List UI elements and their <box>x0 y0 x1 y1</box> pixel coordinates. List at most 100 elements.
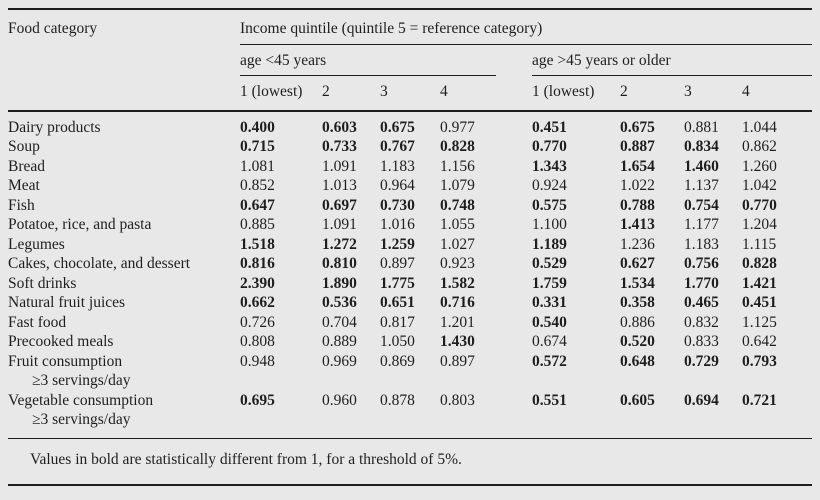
column-gap <box>496 254 532 274</box>
value-cell: 1.259 <box>380 235 415 253</box>
value-cell: 0.648 <box>620 352 655 370</box>
value-cell: 1.016 <box>380 216 415 233</box>
food-category-sublabel: ≥3 servings/day <box>32 411 131 428</box>
value-cell: 1.582 <box>440 274 475 292</box>
value-cell: 0.770 <box>742 196 777 214</box>
table-row: Potatoe, rice, and pasta 0.885 1.091 1.016 1… <box>8 215 812 235</box>
value-cell: 1.460 <box>684 157 719 175</box>
table-row: Fast food 0.726 0.704 0.817 1.201 0.540 0.886 0… <box>8 313 812 333</box>
value-cell: 0.695 <box>240 391 275 409</box>
value-cell: 0.878 <box>380 391 415 409</box>
value-cell: 0.715 <box>240 138 275 155</box>
column-gap <box>496 196 532 216</box>
value-cell: 0.885 <box>240 216 275 233</box>
income-quintile-header: Income quintile (quintile 5 = reference … <box>240 9 813 45</box>
value-cell: 0.960 <box>322 391 357 409</box>
value-cell: 0.834 <box>684 138 719 155</box>
food-category-cell: Potatoe, rice, and pasta <box>8 215 240 235</box>
food-category-label: Legumes <box>8 235 65 253</box>
value-cell: 0.817 <box>380 313 415 331</box>
value-cell: 1.770 <box>684 274 719 292</box>
value-cell: 1.156 <box>440 157 475 175</box>
food-category-cell: Soft drinks <box>8 274 240 294</box>
value-cell: 1.183 <box>380 157 415 175</box>
value-cell: 0.810 <box>322 255 357 272</box>
value-cell: 0.833 <box>684 333 719 350</box>
value-cell: 0.977 <box>440 118 475 136</box>
value-cell: 0.881 <box>684 118 719 136</box>
value-cell: 0.754 <box>684 196 719 214</box>
value-cell: 0.832 <box>684 313 719 331</box>
value-cell: 0.969 <box>322 352 357 370</box>
value-cell: 1.534 <box>620 274 655 292</box>
column-gap <box>496 391 532 439</box>
table-row: Legumes 1.518 1.272 1.259 1.027 1.189 1.236 1.1… <box>8 235 812 255</box>
column-gap <box>496 215 532 235</box>
results-table: Food category Income quintile (quintile … <box>8 8 813 439</box>
value-cell: 0.572 <box>532 352 567 370</box>
value-cell: 0.662 <box>240 294 275 311</box>
value-cell: 1.125 <box>742 313 777 331</box>
value-cell: 0.704 <box>322 313 357 331</box>
value-cell: 0.756 <box>684 255 719 272</box>
value-cell: 0.889 <box>322 333 357 350</box>
value-cell: 0.788 <box>620 196 655 214</box>
table-row: Bread 1.081 1.091 1.183 1.156 1.343 1.654 1.460… <box>8 157 812 177</box>
value-cell: 1.013 <box>322 177 357 194</box>
header-row-1: Food category Income quintile (quintile … <box>8 9 813 112</box>
value-cell: 0.451 <box>532 118 567 136</box>
food-category-label: Precooked meals <box>8 333 114 350</box>
column-header-q2-under45: 2 <box>322 75 380 112</box>
food-category-header: Food category <box>8 9 240 112</box>
value-cell: 0.605 <box>620 391 655 409</box>
value-cell: 0.451 <box>742 294 777 311</box>
value-cell: 1.091 <box>322 216 357 233</box>
column-gap <box>496 235 532 255</box>
food-category-label: Soup <box>8 138 40 155</box>
value-cell: 1.236 <box>620 235 655 253</box>
value-cell: 1.055 <box>440 216 475 233</box>
table-row: Natural fruit juices 0.662 0.536 0.651 0.716… <box>8 293 812 313</box>
food-category-cell: Cakes, chocolate, and dessert <box>8 254 240 274</box>
food-category-cell: Fish <box>8 196 240 216</box>
value-cell: 0.793 <box>742 352 777 370</box>
column-header-q1-over45: 1 (lowest) <box>532 75 620 112</box>
value-cell: 0.852 <box>240 177 275 194</box>
value-cell: 0.748 <box>440 196 475 214</box>
value-cell: 0.897 <box>380 255 415 272</box>
value-cell: 0.331 <box>532 294 567 311</box>
value-cell: 2.390 <box>240 274 275 292</box>
value-cell: 0.828 <box>440 138 475 155</box>
value-cell: 0.647 <box>240 196 275 214</box>
value-cell: 0.675 <box>380 118 415 136</box>
table-row: Precooked meals 0.808 0.889 1.050 1.430 0.674… <box>8 332 812 352</box>
value-cell: 0.675 <box>620 118 655 136</box>
value-cell: 0.575 <box>532 196 567 214</box>
value-cell: 1.343 <box>532 157 567 175</box>
column-header-q2-over45: 2 <box>620 75 684 112</box>
value-cell: 0.551 <box>532 391 567 409</box>
value-cell: 0.887 <box>620 138 655 155</box>
value-cell: 1.177 <box>684 216 719 233</box>
table-header: Food category Income quintile (quintile … <box>8 9 813 112</box>
value-cell: 1.137 <box>684 177 719 194</box>
food-category-cell: Meat <box>8 176 240 196</box>
value-cell: 0.729 <box>684 352 719 370</box>
column-header-q1-under45: 1 (lowest) <box>240 75 322 112</box>
column-gap <box>496 274 532 294</box>
food-category-cell: Bread <box>8 157 240 177</box>
header-row-2: age <45 years age >45 years or older <box>8 44 813 76</box>
value-cell: 0.924 <box>532 177 567 194</box>
value-cell: 1.775 <box>380 274 415 292</box>
value-cell: 1.081 <box>240 157 275 175</box>
value-cell: 0.803 <box>440 391 475 409</box>
food-category-sublabel: ≥3 servings/day <box>32 372 131 389</box>
value-cell: 0.529 <box>532 255 567 272</box>
column-gap <box>496 293 532 313</box>
food-category-label: Meat <box>8 177 40 194</box>
value-cell: 1.518 <box>240 235 275 253</box>
value-cell: 0.400 <box>240 118 275 136</box>
table-row: Soup 0.715 0.733 0.767 0.828 0.770 0.887 0.834 0… <box>8 137 812 157</box>
food-category-label: Potatoe, rice, and pasta <box>8 216 152 233</box>
value-cell: 1.079 <box>440 177 475 194</box>
